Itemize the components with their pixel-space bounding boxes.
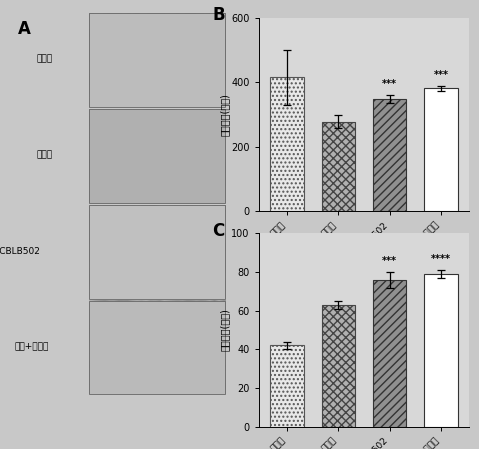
Bar xyxy=(373,99,407,211)
Text: ***: *** xyxy=(382,256,397,266)
Y-axis label: 隐窝深度(微米): 隐窝深度(微米) xyxy=(220,308,230,352)
Bar xyxy=(424,274,458,427)
Bar xyxy=(270,345,304,427)
Text: B: B xyxy=(212,6,225,24)
Text: ***: *** xyxy=(433,70,449,80)
Y-axis label: 绒毛长度(微米): 绒毛长度(微米) xyxy=(220,93,230,136)
Bar xyxy=(89,301,225,394)
Bar xyxy=(89,109,225,203)
Text: ***: *** xyxy=(382,79,397,89)
Text: C: C xyxy=(212,222,225,240)
Bar xyxy=(321,305,355,427)
Text: 照射+CBLB502: 照射+CBLB502 xyxy=(0,246,41,255)
Text: ****: **** xyxy=(431,255,451,264)
Bar xyxy=(373,280,407,427)
Bar xyxy=(89,205,225,299)
Bar xyxy=(424,88,458,211)
Bar xyxy=(89,13,225,107)
Bar xyxy=(270,78,304,211)
Text: A: A xyxy=(18,20,31,38)
Text: 对照组: 对照组 xyxy=(36,55,53,64)
Text: 照射组: 照射组 xyxy=(36,150,53,159)
Bar xyxy=(321,122,355,211)
Text: 照射+丁香醑: 照射+丁香醑 xyxy=(14,342,48,351)
